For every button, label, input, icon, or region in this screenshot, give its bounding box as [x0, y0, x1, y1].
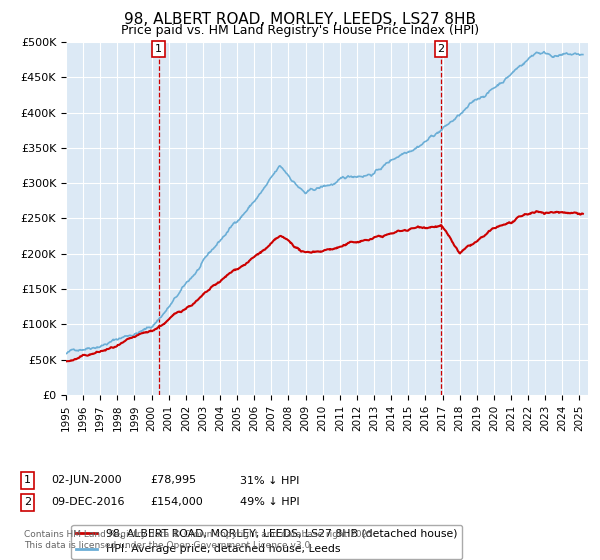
Text: 2: 2: [24, 497, 31, 507]
Text: 31% ↓ HPI: 31% ↓ HPI: [240, 475, 299, 486]
Text: 09-DEC-2016: 09-DEC-2016: [51, 497, 125, 507]
Text: 2: 2: [437, 44, 445, 54]
Text: This data is licensed under the Open Government Licence v3.0.: This data is licensed under the Open Gov…: [24, 541, 313, 550]
Text: £154,000: £154,000: [150, 497, 203, 507]
Text: Contains HM Land Registry data © Crown copyright and database right 2025.: Contains HM Land Registry data © Crown c…: [24, 530, 376, 539]
Text: 1: 1: [155, 44, 162, 54]
Text: 1: 1: [24, 475, 31, 486]
Text: Price paid vs. HM Land Registry's House Price Index (HPI): Price paid vs. HM Land Registry's House …: [121, 24, 479, 36]
Legend: 98, ALBERT ROAD, MORLEY, LEEDS, LS27 8HB (detached house), HPI: Average price, d: 98, ALBERT ROAD, MORLEY, LEEDS, LS27 8HB…: [71, 525, 462, 559]
Text: £78,995: £78,995: [150, 475, 196, 486]
Text: 49% ↓ HPI: 49% ↓ HPI: [240, 497, 299, 507]
Text: 02-JUN-2000: 02-JUN-2000: [51, 475, 122, 486]
Text: 98, ALBERT ROAD, MORLEY, LEEDS, LS27 8HB: 98, ALBERT ROAD, MORLEY, LEEDS, LS27 8HB: [124, 12, 476, 27]
